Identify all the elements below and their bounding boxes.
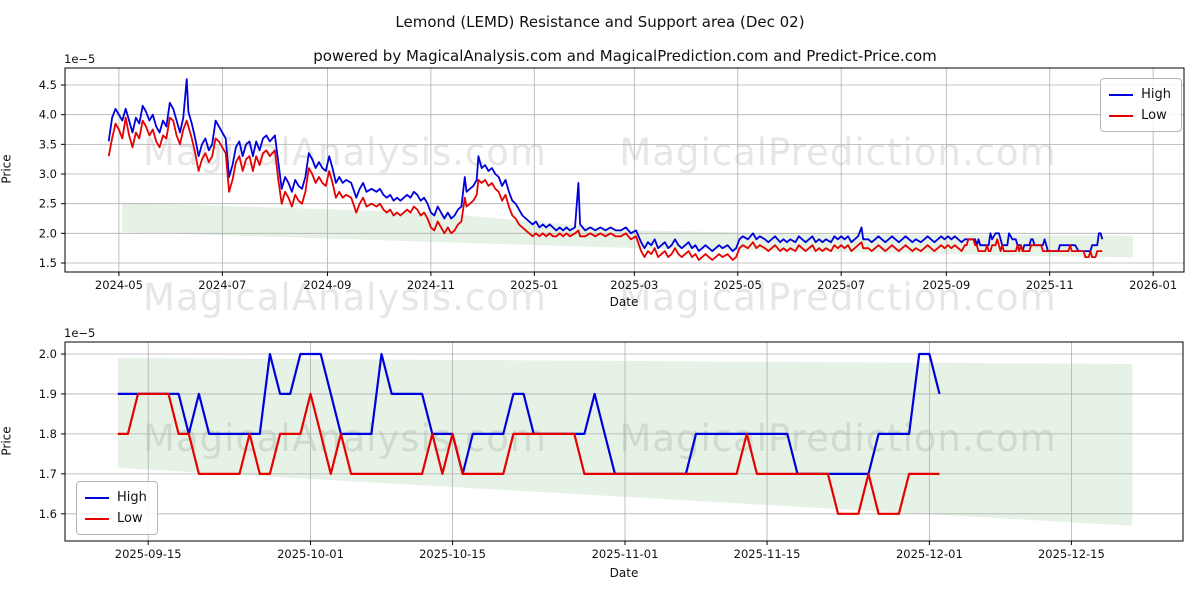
x-tick-label: 2025-10-01 — [277, 547, 344, 561]
x-tick-label: 2024-11 — [407, 278, 455, 292]
y-tick-label: 2.5 — [39, 197, 57, 211]
watermark-prediction-row1: MagicalPrediction.com — [619, 131, 1057, 174]
bottom-price-chart: 1.6 1.7 1.8 1.9 2.0 2025-09-15 2025-10-01 2025-… — [39, 341, 1184, 561]
x-tick-label: 2024-05 — [95, 278, 143, 292]
tick-labels: 1.5 2.0 2.5 3.0 3.5 4.0 4.5 2024-05 2024-07 2024-… — [39, 78, 1177, 292]
tick-labels: 1.6 1.7 1.8 1.9 2.0 2025-09-15 2025-10-01 2025-… — [39, 347, 1105, 561]
y-tick-label: 4.5 — [39, 78, 57, 92]
watermark-analysis-row2: MagicalAnalysis.com — [143, 276, 547, 319]
x-tick-label: 2025-07 — [817, 278, 865, 292]
y-tick-label: 2.0 — [39, 226, 57, 240]
legend-label-low: Low — [117, 511, 143, 526]
x-tick-label: 2024-07 — [198, 278, 246, 292]
bottom-xlabel: Date — [609, 566, 639, 580]
watermark-prediction-row2: MagicalPrediction.com — [619, 276, 1057, 319]
watermark-analysis-row3: MagicalAnalysis.com — [143, 417, 547, 460]
plot-border — [64, 341, 1184, 542]
y-tick-label: 1.9 — [39, 387, 57, 401]
x-tick-label: 2025-12-15 — [1038, 547, 1105, 561]
y-tick-label: 1.7 — [39, 467, 57, 481]
figure-subtitle: powered by MagicalAnalysis.com and Magic… — [313, 47, 937, 65]
x-tick-label: 2025-05 — [714, 278, 762, 292]
grid — [65, 68, 1184, 272]
bottom-offset-label: 1e−5 — [64, 326, 96, 340]
y-tick-label: 4.0 — [39, 108, 57, 122]
figure-title: Lemond (LEMD) Resistance and Support are… — [395, 13, 805, 31]
y-tick-label: 1.5 — [39, 256, 57, 270]
plot-border — [64, 67, 1185, 273]
x-tick-label: 2025-11-01 — [592, 547, 659, 561]
x-tick-label: 2025-09 — [922, 278, 970, 292]
top-xlabel: Date — [609, 295, 639, 309]
tick-marks — [61, 353, 1072, 545]
low-line-swatch — [1109, 114, 1134, 117]
x-tick-label: 2025-03 — [610, 278, 658, 292]
legend-entry-low: Low — [1109, 105, 1171, 126]
x-tick-label: 2025-10-15 — [419, 547, 486, 561]
y-tick-label: 2.0 — [39, 347, 57, 361]
high-line-swatch — [1109, 93, 1134, 96]
y-tick-label: 1.6 — [39, 507, 57, 521]
x-tick-label: 2026-01 — [1129, 278, 1177, 292]
high-line-swatch — [85, 496, 109, 499]
x-tick-label: 2025-01 — [510, 278, 558, 292]
tick-marks — [61, 84, 1154, 276]
bottom-legend: High Low — [76, 481, 158, 535]
legend-entry-high: High — [1109, 84, 1171, 105]
y-tick-label: 3.0 — [39, 167, 57, 181]
top-offset-label: 1e−5 — [64, 52, 96, 66]
watermark-analysis-row1: MagicalAnalysis.com — [143, 131, 547, 174]
top-ylabel: Price — [0, 154, 14, 184]
bottom-ylabel: Price — [0, 426, 14, 456]
legend-label-low: Low — [1141, 108, 1167, 123]
x-tick-label: 2025-11-15 — [734, 547, 801, 561]
legend-entry-low: Low — [85, 508, 147, 529]
low-line-swatch — [85, 517, 109, 520]
high-line — [107, 78, 1104, 253]
x-tick-label: 2025-11 — [1026, 278, 1074, 292]
y-tick-label: 1.8 — [39, 427, 57, 441]
x-tick-label: 2024-09 — [303, 278, 351, 292]
low-line — [107, 116, 1103, 261]
x-tick-label: 2025-09-15 — [115, 547, 182, 561]
top-legend: High Low — [1100, 78, 1182, 132]
x-tick-label: 2025-12-01 — [896, 547, 963, 561]
legend-label-high: High — [117, 490, 147, 505]
legend-entry-high: High — [85, 487, 147, 508]
low-line — [117, 392, 940, 515]
y-tick-label: 3.5 — [39, 137, 57, 151]
legend-label-high: High — [1141, 87, 1171, 102]
top-price-chart: 1.5 2.0 2.5 3.0 3.5 4.0 4.5 2024-05 2024-07 2024-… — [39, 67, 1185, 292]
